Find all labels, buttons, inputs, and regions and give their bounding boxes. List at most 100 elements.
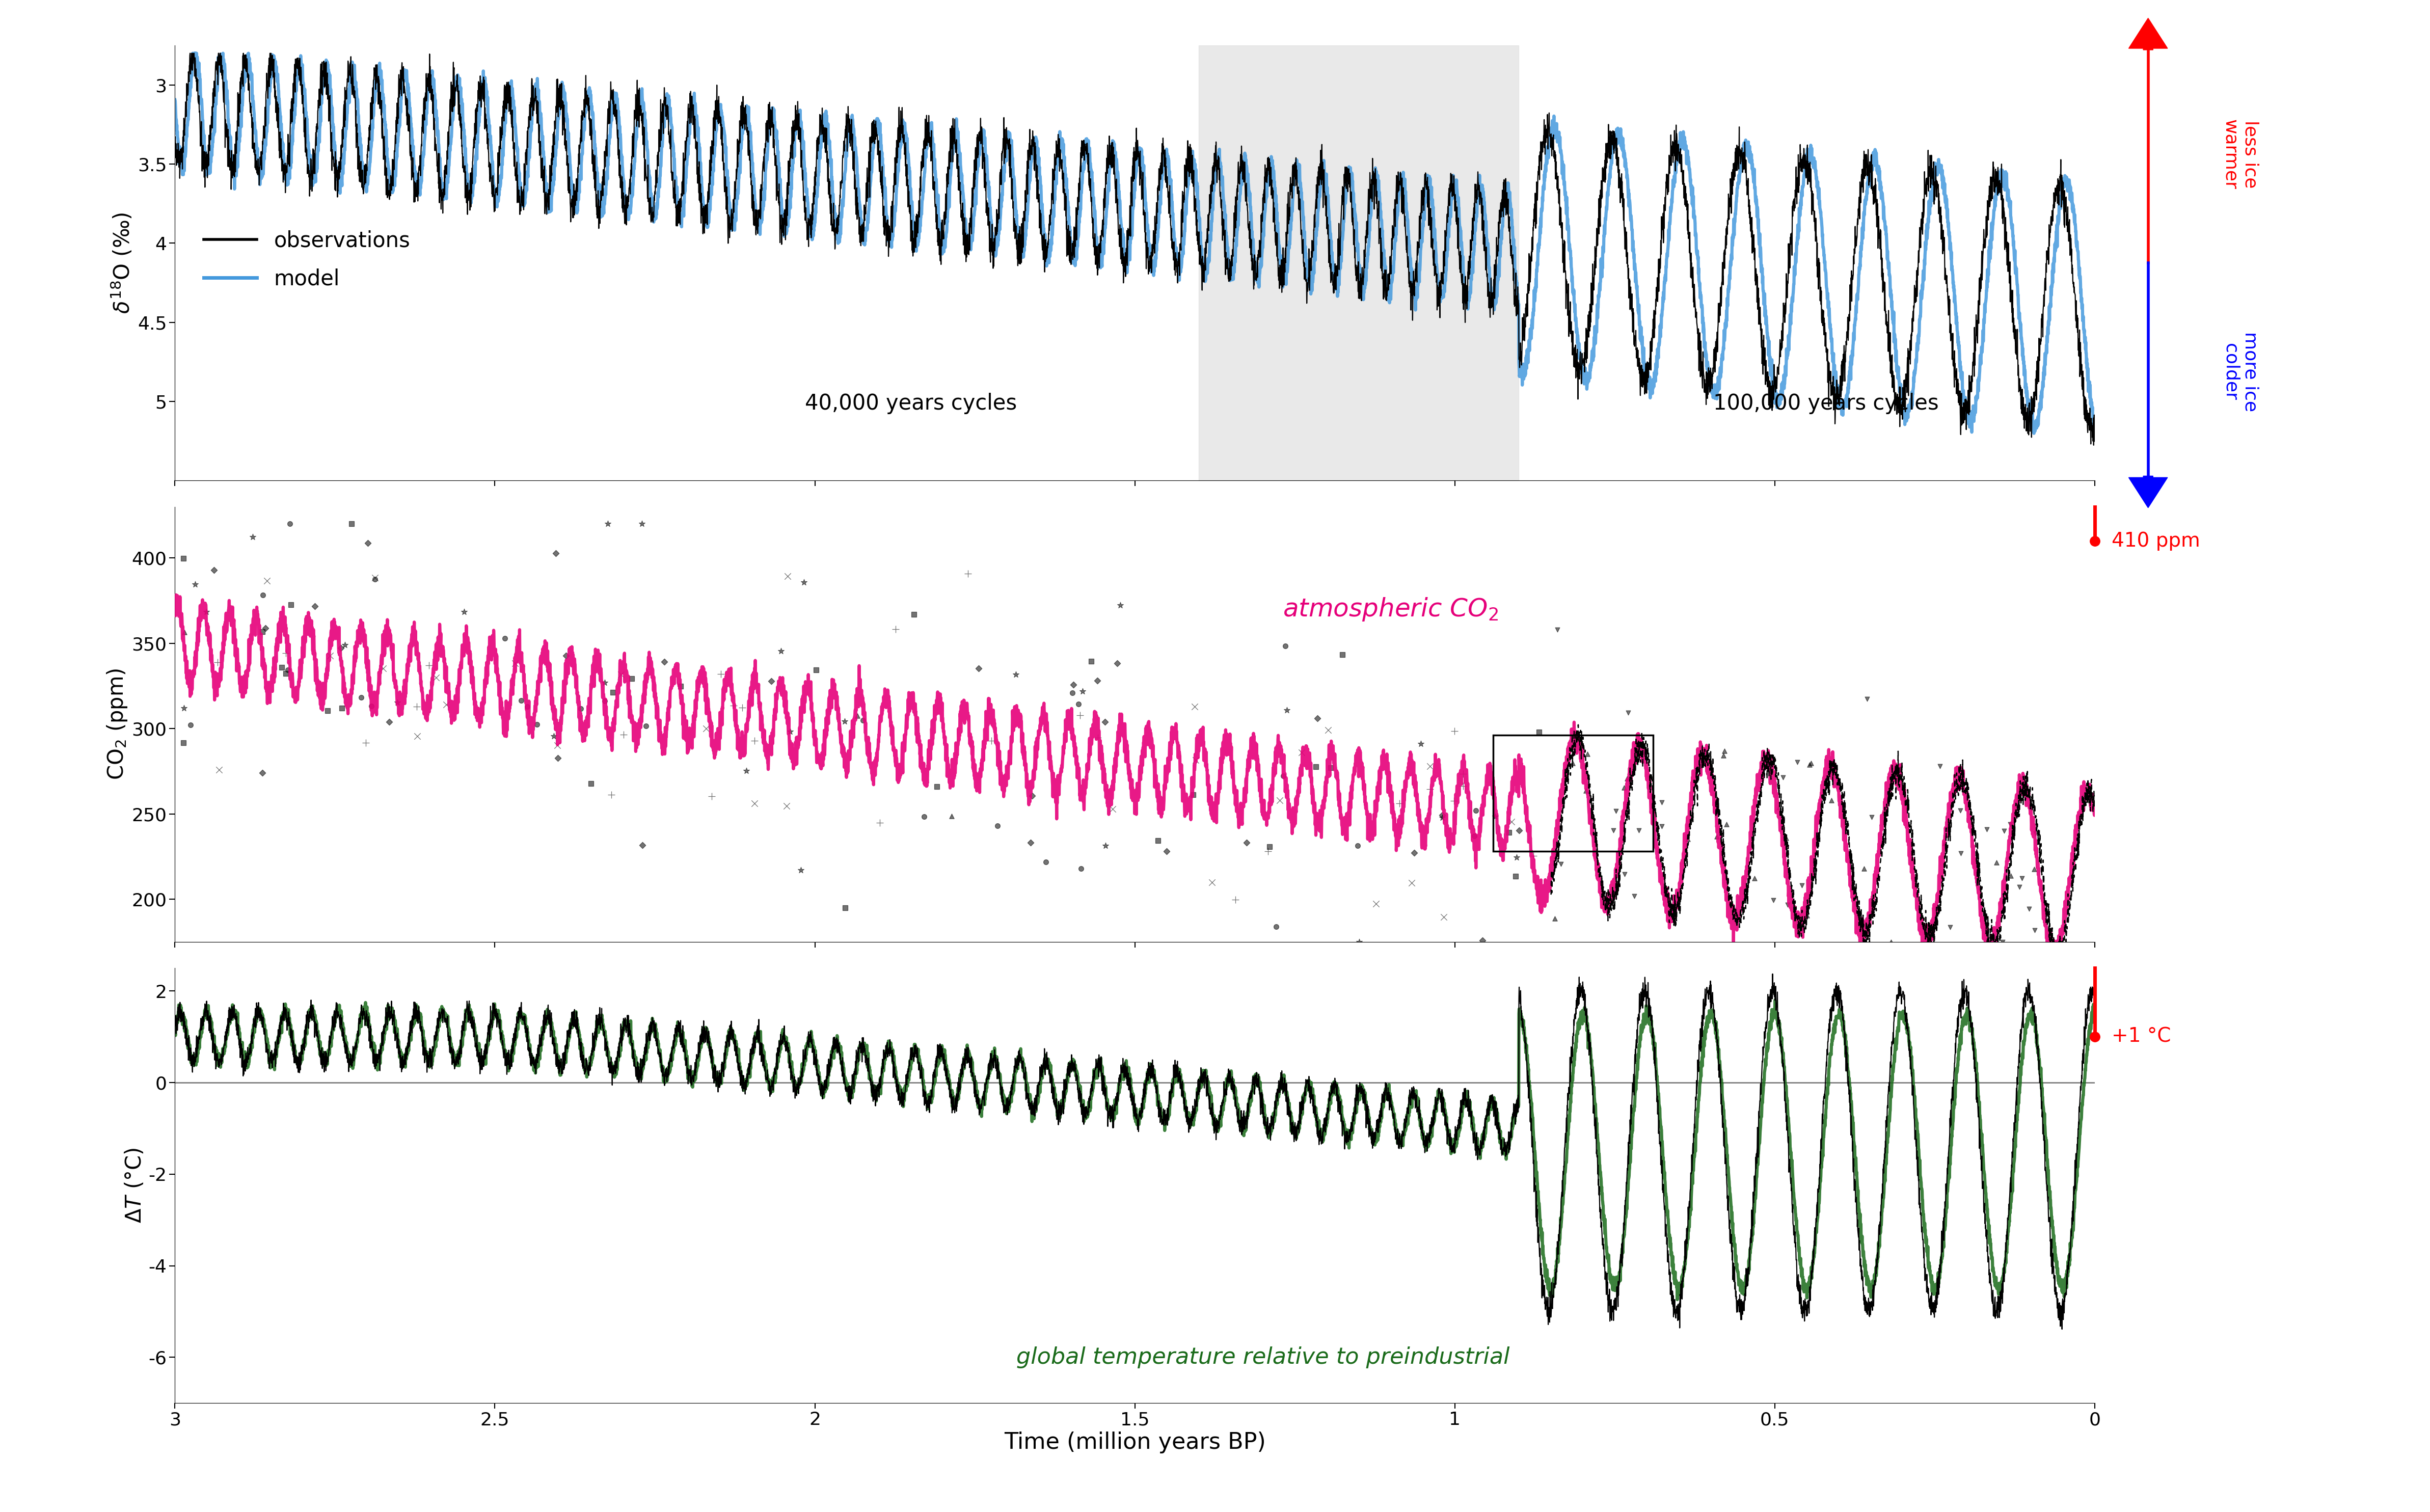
Bar — [1492, 735, 1652, 851]
Point — [187, 600, 226, 624]
Point — [243, 620, 282, 644]
Point — [661, 674, 700, 699]
Point — [768, 794, 807, 818]
Point — [1266, 634, 1305, 658]
Point — [1567, 779, 1606, 803]
Point — [1567, 742, 1606, 767]
Point — [1788, 904, 1827, 928]
Point — [248, 569, 287, 593]
Point — [1443, 762, 1482, 786]
Point — [714, 694, 753, 718]
Point — [1519, 720, 1558, 744]
Point — [904, 804, 943, 829]
Point — [960, 656, 999, 680]
Point — [736, 729, 775, 753]
Point — [1643, 815, 1682, 839]
Point — [1227, 830, 1266, 854]
Point — [1985, 818, 2024, 842]
Point — [1072, 649, 1111, 673]
Point — [347, 730, 386, 754]
Point — [1456, 824, 1494, 848]
Point — [826, 895, 865, 919]
Legend: observations, model: observations, model — [194, 221, 418, 298]
Point — [1609, 767, 1648, 791]
Text: global temperature relative to preindustrial: global temperature relative to preindust… — [1016, 1346, 1509, 1368]
Point — [243, 582, 282, 606]
Point — [1813, 788, 1852, 812]
Point — [1079, 726, 1118, 750]
Point — [199, 650, 238, 674]
Point — [272, 593, 311, 617]
Point — [1657, 885, 1696, 909]
Point — [1920, 754, 1959, 779]
Point — [486, 626, 525, 650]
Point — [267, 661, 306, 685]
Point — [343, 685, 382, 709]
Point — [1759, 795, 1798, 820]
X-axis label: Time (million years BP): Time (million years BP) — [1004, 1432, 1266, 1453]
Point — [1852, 804, 1891, 829]
Point — [1402, 732, 1441, 756]
Point — [364, 656, 403, 680]
Point — [1781, 874, 1820, 898]
Point — [1553, 751, 1592, 776]
Point — [1434, 718, 1473, 742]
Point — [1791, 753, 1830, 777]
Point — [1594, 818, 1633, 842]
Point — [588, 511, 627, 535]
Point — [1193, 869, 1232, 894]
Point — [1424, 904, 1463, 928]
Point — [1463, 928, 1502, 953]
Point — [1412, 754, 1451, 779]
Point — [797, 658, 836, 682]
Point — [1256, 915, 1295, 939]
Point — [1604, 776, 1643, 800]
Point — [326, 632, 364, 656]
Point — [243, 761, 282, 785]
Point — [702, 662, 741, 686]
Point — [1261, 788, 1300, 812]
Point — [586, 689, 625, 714]
Point — [165, 696, 204, 720]
Point — [379, 691, 418, 715]
Point — [1251, 835, 1290, 859]
Point — [2002, 866, 2041, 891]
Point — [2000, 875, 2039, 900]
Point — [1942, 798, 1980, 823]
Point — [199, 758, 238, 782]
Point — [245, 617, 284, 641]
Point — [1779, 750, 1818, 774]
Point — [785, 570, 824, 594]
Y-axis label: CO$_2$ (ppm): CO$_2$ (ppm) — [104, 668, 129, 780]
Point — [1871, 930, 1910, 954]
Point — [496, 652, 535, 676]
Point — [1339, 930, 1378, 954]
Point — [1059, 692, 1098, 717]
Point — [2014, 857, 2053, 881]
Point — [826, 709, 865, 733]
Point — [1791, 751, 1830, 776]
Point — [1434, 789, 1473, 813]
Point — [1059, 703, 1098, 727]
Point — [165, 546, 204, 570]
Point — [233, 525, 272, 549]
Point — [780, 859, 819, 883]
Point — [347, 531, 386, 555]
Point — [593, 783, 632, 807]
Point — [416, 665, 454, 689]
Point — [1443, 774, 1482, 798]
Point — [165, 620, 204, 644]
Point — [1844, 856, 1883, 880]
Point — [537, 745, 576, 770]
Point — [1606, 862, 1645, 886]
Point — [369, 709, 408, 733]
Point — [1395, 841, 1434, 865]
Point — [586, 670, 625, 694]
Point — [1754, 888, 1793, 912]
Text: 100,000 years cycles: 100,000 years cycles — [1713, 393, 1939, 414]
Point — [1079, 668, 1118, 692]
Point — [1536, 906, 1575, 930]
Point — [267, 658, 306, 682]
Point — [1094, 797, 1132, 821]
Point — [1983, 930, 2022, 954]
